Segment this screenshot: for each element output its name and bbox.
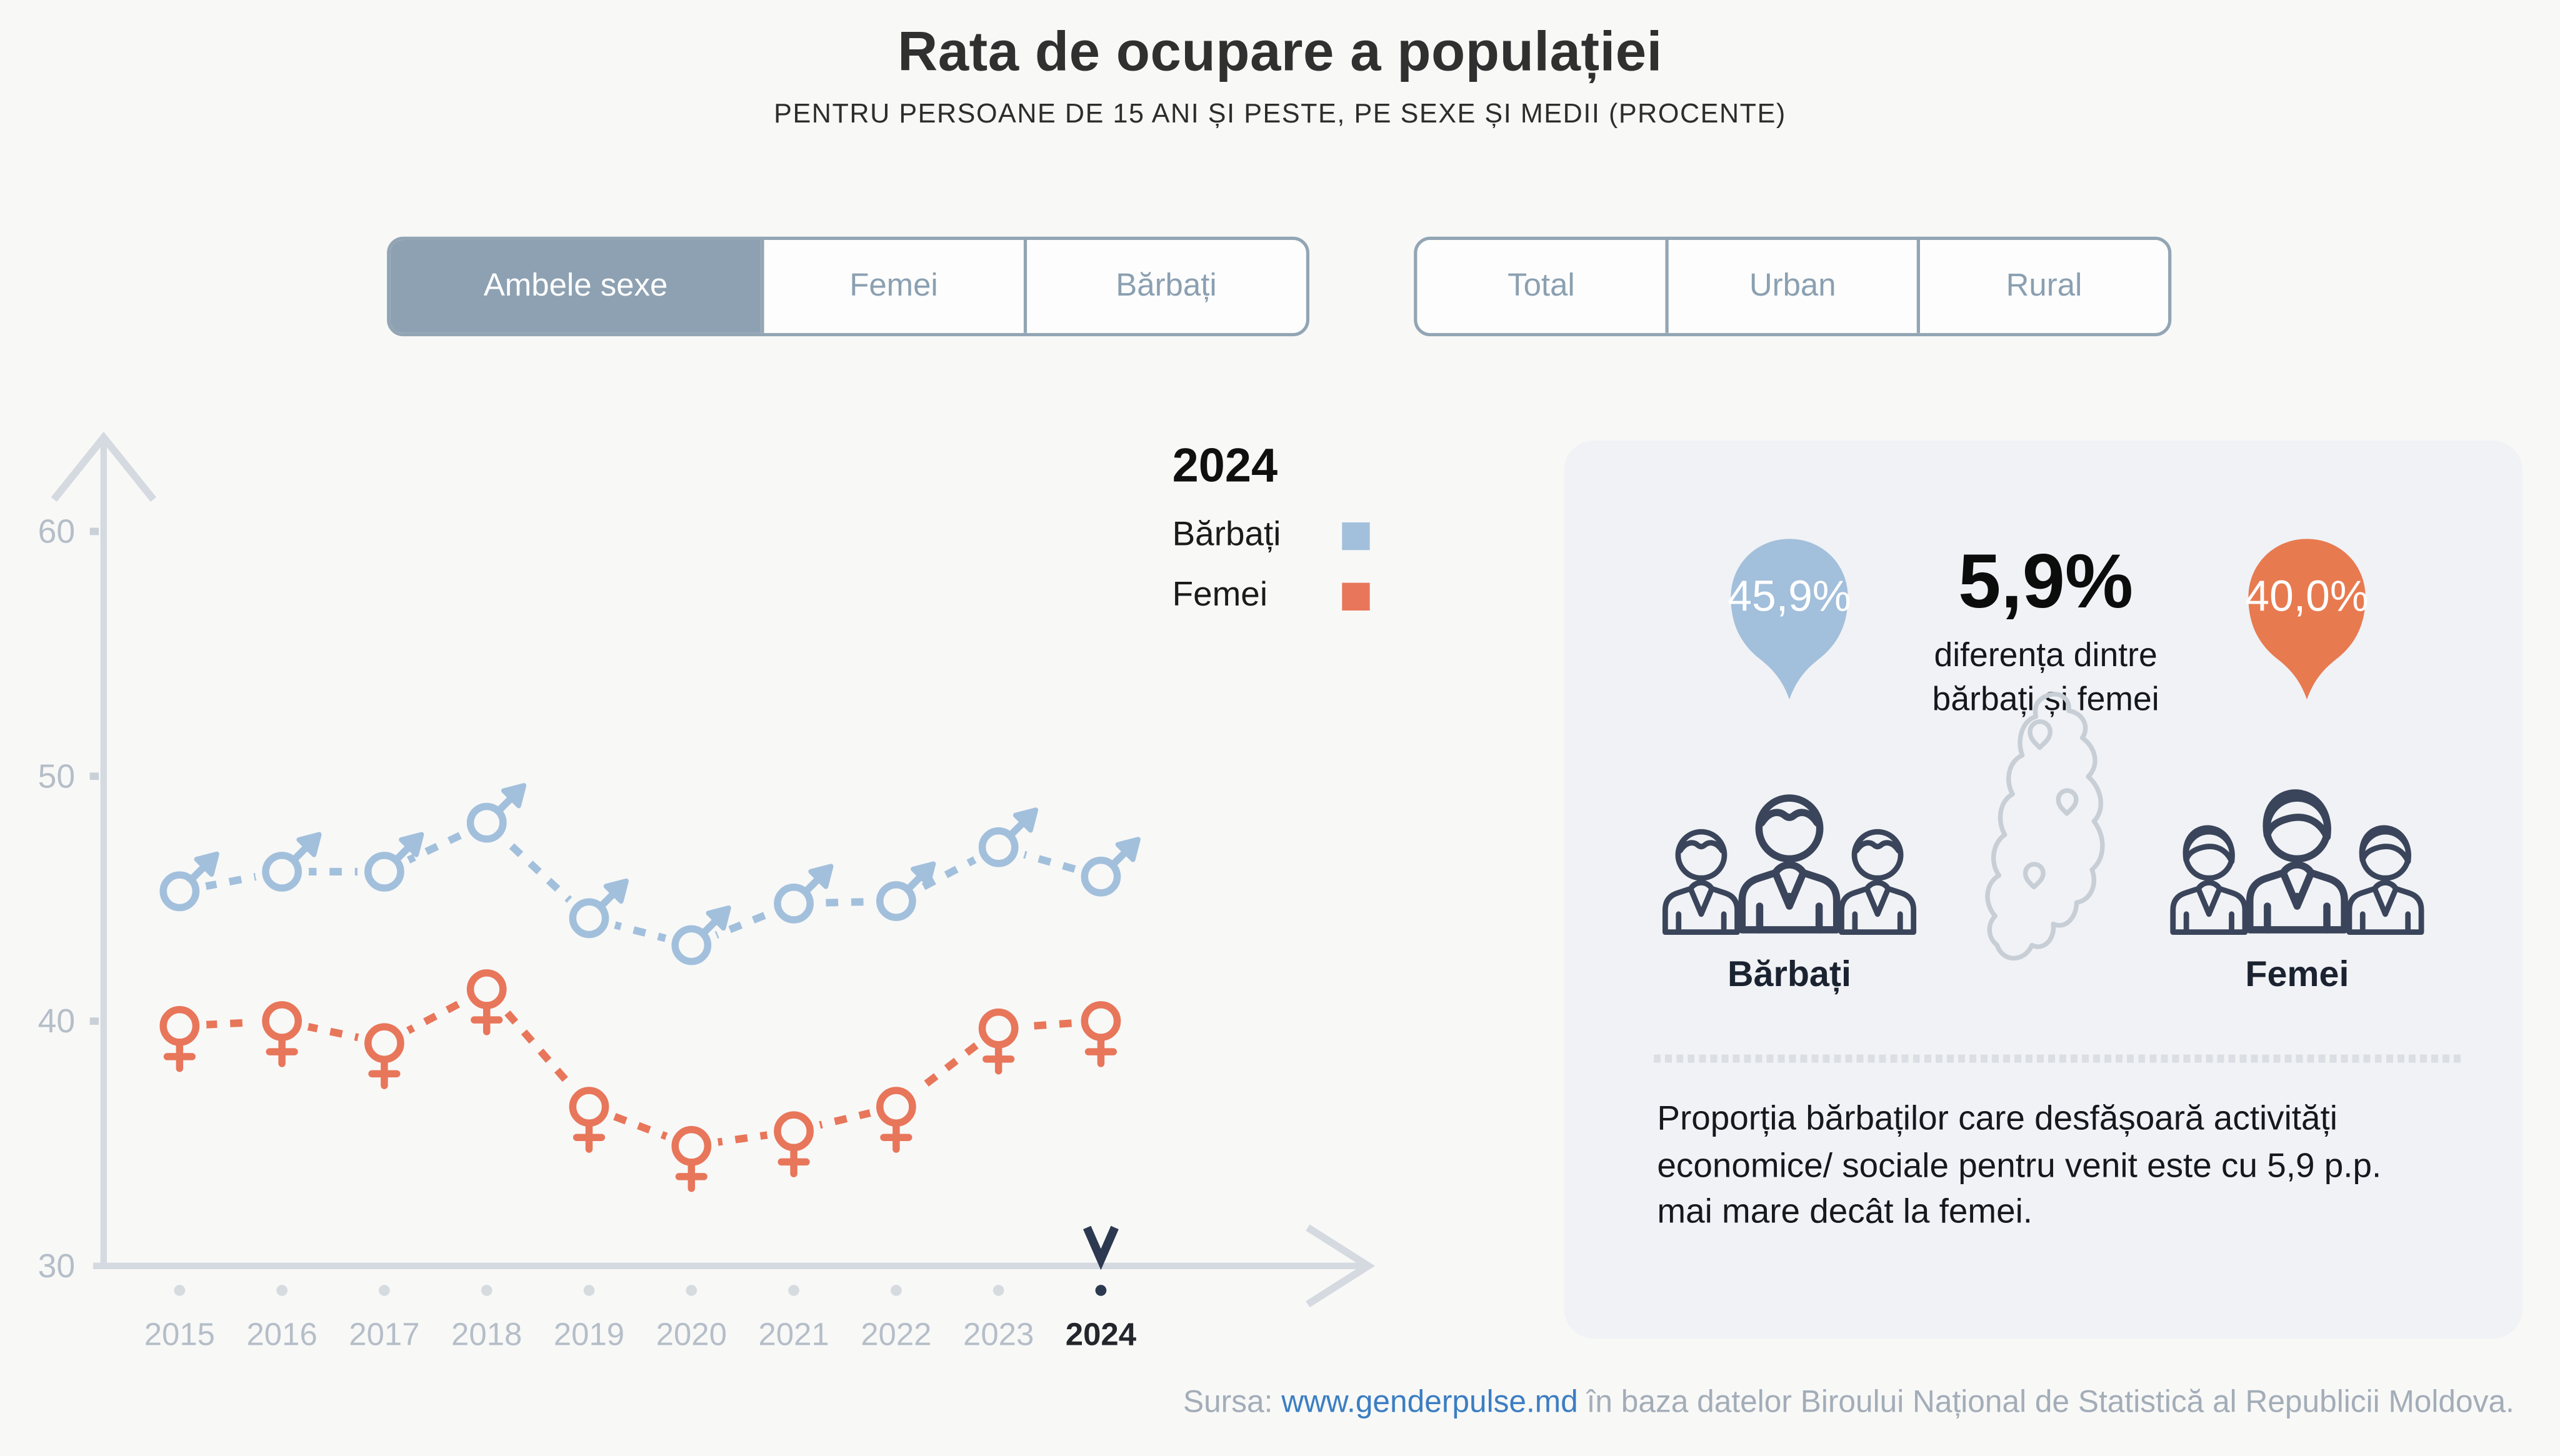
source-link[interactable]: www.genderpulse.md [1281, 1385, 1578, 1420]
sex-filter-barbati[interactable]: Bărbați [1022, 240, 1306, 333]
svg-text:50: 50 [38, 758, 76, 795]
page-subtitle: PENTRU PERSOANE DE 15 ANI ȘI PESTE, PE S… [774, 99, 1786, 129]
female-people-icon [2142, 760, 2452, 940]
female-pin-value: 40,0% [2245, 572, 2368, 621]
chart-legend: 2024 Bărbați Femei [1172, 441, 1370, 616]
medium-filter-total[interactable]: Total [1417, 240, 1666, 333]
summary-panel: 45,9% 40,0% 5,9% diferența dintre bărbaț… [1564, 441, 2522, 1339]
medium-filter-urban[interactable]: Urban [1665, 240, 1917, 333]
source-suffix: în baza datelor Biroului Național de Sta… [1578, 1385, 2514, 1420]
sex-filter: Ambele sexe Femei Bărbați [387, 236, 1310, 337]
svg-text:2023: 2023 [963, 1316, 1034, 1352]
legend-year: 2024 [1172, 441, 1278, 493]
sex-filter-ambele-sexe[interactable]: Ambele sexe [390, 240, 761, 333]
svg-text:40: 40 [38, 1003, 76, 1040]
legend-item-barbati: Bărbați [1172, 516, 1370, 555]
source-prefix: Sursa: [1182, 1385, 1282, 1420]
male-people-icon [1634, 760, 1944, 940]
employment-rate-line-chart: 60 50 40 30 2015 2016 2017 2018 2019 2020 2021 2022… [38, 431, 1376, 1352]
svg-text:60: 60 [38, 514, 76, 551]
summary-note: Proporția bărbaților care desfășoară act… [1657, 1100, 2382, 1231]
medium-filter-rural[interactable]: Rural [1916, 240, 2169, 333]
svg-text:2024: 2024 [1066, 1316, 1137, 1352]
gap-caption: diferența dintre bărbați și femei [1817, 635, 2274, 722]
female-group-label: Femei [2245, 953, 2349, 994]
medium-filter: Total Urban Rural [1414, 236, 2172, 337]
gap-caption-line2: bărbați și femei [1932, 680, 2159, 718]
svg-text:2016: 2016 [246, 1316, 317, 1352]
svg-text:2015: 2015 [144, 1316, 215, 1352]
svg-text:2021: 2021 [758, 1316, 829, 1352]
legend-label: Bărbați [1172, 516, 1281, 554]
dashed-divider [1654, 1054, 2464, 1062]
male-group-label: Bărbați [1728, 953, 1851, 994]
legend-swatch-male [1342, 521, 1370, 550]
legend-swatch-female [1342, 582, 1370, 610]
svg-text:2022: 2022 [861, 1316, 931, 1352]
gap-caption-line1: diferența dintre [1934, 636, 2158, 674]
legend-item-femei: Femei [1172, 576, 1370, 616]
svg-text:2017: 2017 [349, 1316, 419, 1352]
page-title: Rata de ocupare a populației [898, 21, 1662, 84]
svg-text:2020: 2020 [656, 1316, 727, 1352]
svg-text:30: 30 [38, 1248, 76, 1285]
svg-text:2018: 2018 [451, 1316, 522, 1352]
sex-filter-femei[interactable]: Femei [761, 240, 1023, 333]
female-value-pin-icon: 40,0% [2245, 539, 2369, 700]
male-pin-value: 45,9% [1728, 572, 1851, 621]
legend-label: Femei [1172, 576, 1268, 614]
male-value-pin-icon: 45,9% [1728, 539, 1851, 700]
gap-value: 5,9% [1958, 537, 2134, 624]
svg-text:2019: 2019 [554, 1316, 624, 1352]
moldova-map-icon [1985, 692, 2105, 961]
source-line: Sursa: www.genderpulse.md în baza datelo… [1183, 1386, 2514, 1422]
